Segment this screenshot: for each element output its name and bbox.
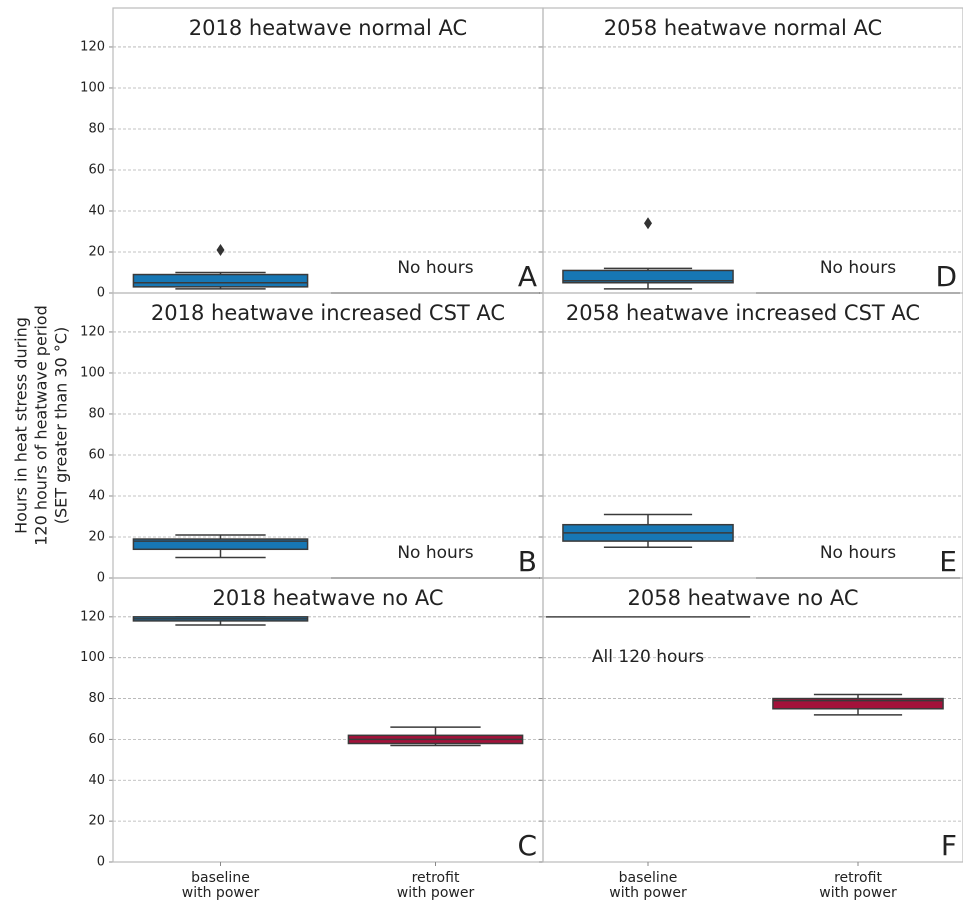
panel-frame bbox=[542, 7, 963, 294]
panel-letter: C bbox=[517, 829, 537, 862]
outlier bbox=[644, 217, 652, 230]
box bbox=[772, 697, 944, 710]
x-tick-label: baseline bbox=[191, 870, 250, 886]
panel-letter: E bbox=[939, 545, 957, 578]
y-tick-label: 0 bbox=[97, 286, 105, 301]
x-tick-label: with power bbox=[609, 885, 687, 901]
y-tick-label: 60 bbox=[88, 732, 105, 747]
y-axis-label: Hours in heat stress during bbox=[12, 317, 31, 534]
box bbox=[562, 269, 734, 284]
y-tick-label: 60 bbox=[88, 162, 105, 177]
outlier bbox=[216, 243, 225, 256]
y-tick-label: 40 bbox=[88, 488, 105, 503]
panel-title: 2018 heatwave normal AC bbox=[189, 16, 467, 40]
box bbox=[132, 538, 309, 551]
y-tick-label: 0 bbox=[97, 855, 105, 870]
panel-title: 2058 heatwave normal AC bbox=[604, 16, 882, 40]
panel-frame bbox=[542, 577, 963, 863]
annotation: All 120 hours bbox=[592, 647, 704, 667]
y-tick-label: 0 bbox=[97, 571, 105, 586]
panel-title: 2058 heatwave no AC bbox=[627, 586, 858, 610]
panel-title: 2018 heatwave no AC bbox=[212, 586, 443, 610]
y-tick-label: 80 bbox=[88, 691, 105, 706]
panel-letter: F bbox=[941, 829, 957, 862]
y-axis-label: 120 hours of heatwave period bbox=[32, 305, 51, 546]
y-tick-label: 100 bbox=[80, 365, 105, 380]
x-tick-label: baseline bbox=[619, 870, 678, 886]
x-tick-label: with power bbox=[182, 885, 260, 901]
panel-title: 2058 heatwave increased CST AC bbox=[566, 301, 920, 325]
y-tick-label: 120 bbox=[80, 324, 105, 339]
x-tick-label: retrofit bbox=[834, 870, 882, 886]
annotation: No hours bbox=[820, 258, 896, 278]
y-tick-label: 40 bbox=[88, 203, 105, 218]
annotation: No hours bbox=[397, 543, 473, 563]
y-tick-label: 80 bbox=[88, 121, 105, 136]
y-tick-label: 20 bbox=[88, 814, 105, 829]
panel-letter: D bbox=[935, 260, 957, 293]
annotation: No hours bbox=[820, 543, 896, 563]
x-tick-label: retrofit bbox=[412, 870, 460, 886]
y-tick-label: 100 bbox=[80, 80, 105, 95]
panel-frame bbox=[112, 7, 544, 294]
y-tick-label: 40 bbox=[88, 773, 105, 788]
y-tick-label: 20 bbox=[88, 529, 105, 544]
x-tick-label: with power bbox=[397, 885, 475, 901]
y-tick-label: 120 bbox=[80, 609, 105, 624]
panel-letter: B bbox=[518, 545, 537, 578]
y-axis-label: (SET greater than 30 °C) bbox=[52, 327, 71, 524]
y-tick-label: 80 bbox=[88, 406, 105, 421]
y-tick-label: 60 bbox=[88, 447, 105, 462]
box bbox=[132, 273, 309, 288]
y-tick-label: 20 bbox=[88, 244, 105, 259]
panel-title: 2018 heatwave increased CST AC bbox=[151, 301, 505, 325]
y-tick-label: 100 bbox=[80, 650, 105, 665]
annotation: No hours bbox=[397, 258, 473, 278]
y-tick-label: 120 bbox=[80, 39, 105, 54]
panel-letter: A bbox=[518, 260, 537, 293]
x-tick-label: with power bbox=[819, 885, 897, 901]
